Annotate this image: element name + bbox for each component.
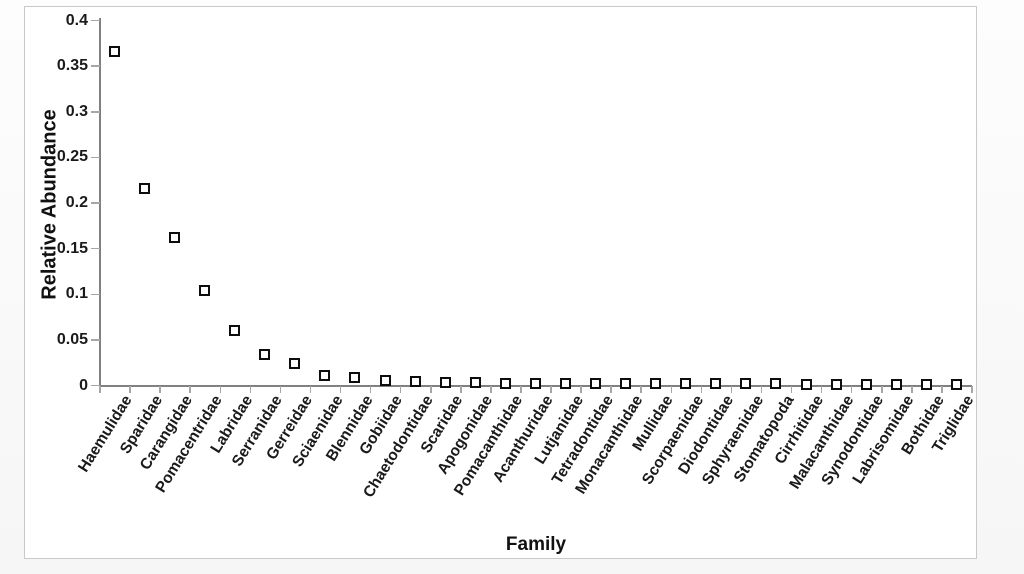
data-point-marker (409, 375, 421, 387)
x-tick-mark (580, 386, 582, 393)
data-point-marker (169, 231, 181, 243)
y-tick-mark (91, 111, 100, 113)
x-tick-mark (941, 386, 943, 393)
y-axis-line (99, 18, 101, 386)
y-tick-label: 0.3 (65, 102, 88, 120)
data-point-marker (139, 183, 150, 195)
data-point-marker (920, 378, 932, 390)
y-tick-label: 0.35 (56, 57, 88, 75)
x-tick-mark (610, 386, 612, 393)
data-point-marker (229, 324, 241, 336)
y-tick-mark (91, 19, 100, 22)
x-tick-mark (670, 386, 673, 393)
x-tick-mark (189, 386, 191, 393)
x-tick-mark (550, 386, 552, 393)
y-tick-mark (91, 202, 100, 204)
data-point-marker (529, 377, 541, 389)
y-tick-mark (91, 247, 100, 250)
data-point-marker (860, 378, 872, 390)
chart-frame (24, 6, 977, 559)
y-tick-mark (91, 384, 100, 387)
x-tick-mark (279, 386, 282, 393)
y-tick-label: 0.2 (65, 194, 88, 211)
data-point-marker (499, 377, 511, 389)
data-point-marker (680, 378, 692, 390)
x-axis-title: Family (505, 534, 567, 555)
x-tick-mark (820, 386, 823, 393)
data-point-marker (439, 376, 451, 388)
y-tick-label: 0.05 (56, 330, 88, 348)
y-axis-title: Relative Abundance (38, 109, 61, 300)
x-tick-mark (430, 386, 432, 393)
x-tick-mark (971, 386, 973, 393)
x-tick-mark (399, 386, 402, 393)
y-tick-label: 0.25 (56, 148, 88, 166)
x-tick-mark (490, 386, 492, 393)
y-tick-label: 0.1 (65, 285, 88, 303)
data-point-marker (800, 378, 812, 390)
x-tick-mark (369, 386, 372, 393)
y-tick-label: 0.15 (56, 239, 88, 257)
x-tick-mark (790, 386, 793, 393)
x-tick-mark (760, 386, 763, 393)
x-tick-mark (700, 386, 703, 393)
data-point-marker (199, 284, 211, 296)
x-tick-mark (850, 386, 853, 393)
y-tick-mark (91, 339, 100, 341)
data-point-marker (379, 374, 391, 386)
data-point-marker (349, 372, 361, 384)
data-point-marker (319, 370, 331, 382)
data-point-marker (620, 378, 632, 390)
x-tick-mark (339, 386, 342, 393)
x-tick-mark (881, 386, 883, 393)
x-tick-mark (219, 386, 222, 393)
x-tick-mark (640, 386, 642, 393)
y-tick-label: 0.4 (65, 11, 88, 29)
data-point-marker (770, 378, 782, 390)
x-tick-mark (911, 386, 913, 393)
y-tick-mark (91, 293, 100, 295)
data-point-marker (108, 46, 120, 58)
x-tick-mark (460, 386, 462, 393)
data-point-marker (950, 378, 962, 390)
x-tick-mark (309, 386, 312, 393)
x-tick-mark (249, 386, 252, 393)
data-point-marker (830, 378, 842, 390)
data-point-marker (590, 378, 602, 390)
data-point-marker (559, 377, 571, 389)
y-tick-mark (91, 156, 100, 159)
data-point-marker (740, 378, 752, 390)
x-tick-mark (129, 386, 131, 393)
data-point-marker (710, 378, 722, 390)
x-tick-mark (520, 386, 522, 393)
data-point-marker (650, 378, 662, 390)
y-tick-mark (91, 65, 100, 67)
x-tick-mark (730, 386, 733, 393)
x-tick-mark (99, 386, 101, 393)
data-point-marker (890, 378, 902, 390)
data-point-marker (259, 349, 271, 361)
x-tick-mark (159, 386, 161, 393)
y-tick-label: 0 (79, 376, 88, 394)
data-point-marker (289, 358, 301, 370)
data-point-marker (469, 376, 481, 388)
